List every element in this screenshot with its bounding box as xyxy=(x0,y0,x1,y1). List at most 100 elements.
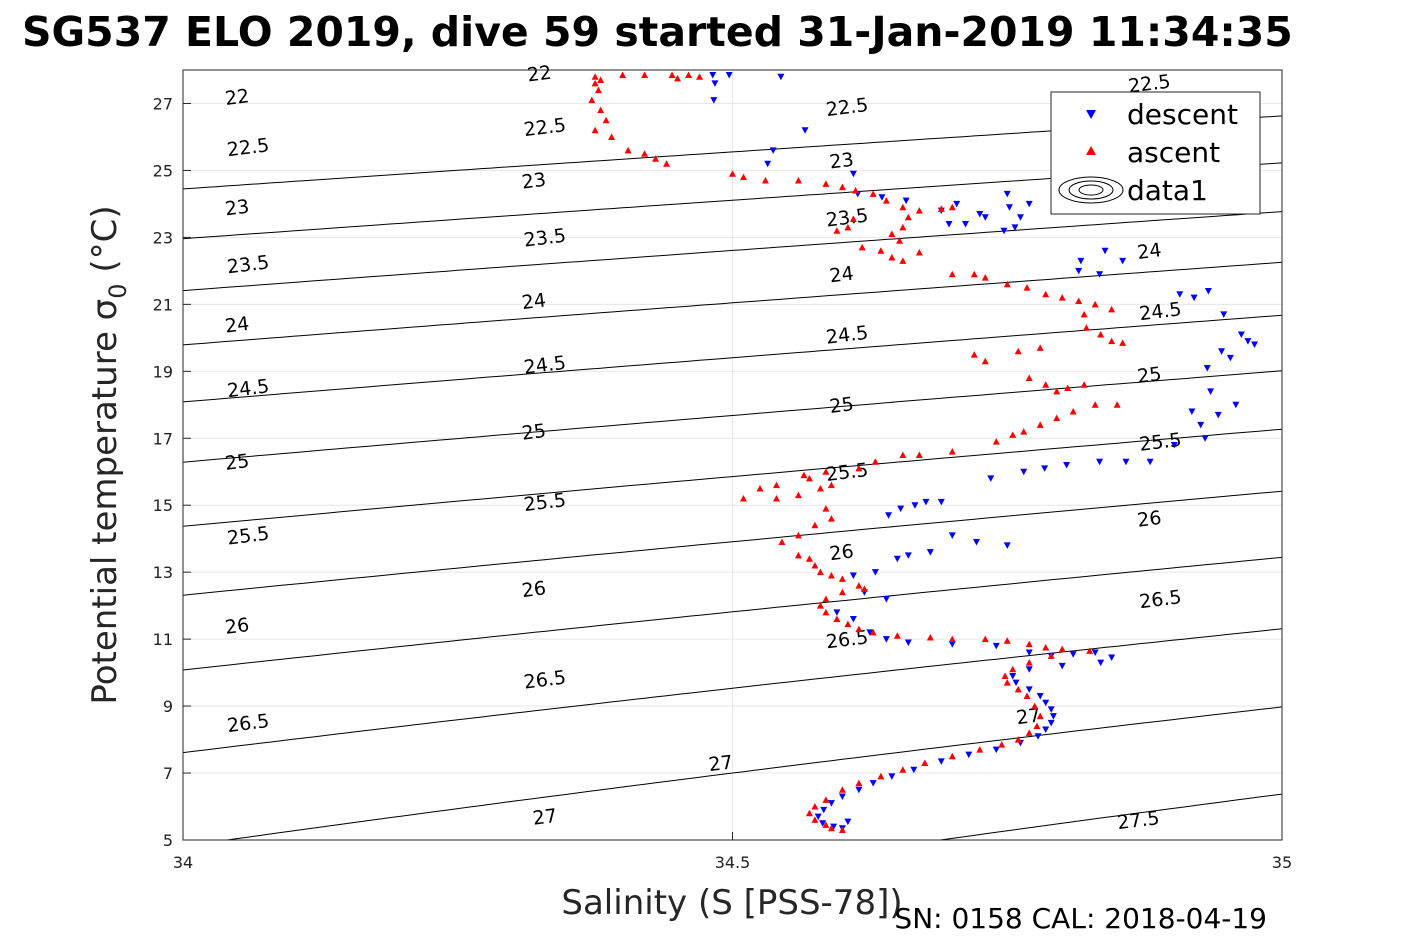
ascent-point xyxy=(899,257,907,264)
ascent-point xyxy=(1009,431,1017,438)
ascent-point xyxy=(855,464,863,472)
ascent-point xyxy=(1064,384,1072,392)
ascent-point xyxy=(591,73,599,80)
ascent-point xyxy=(1014,347,1022,355)
contour-label: 24.5 xyxy=(1138,298,1183,325)
ascent-point xyxy=(761,176,769,184)
ascent-point xyxy=(811,561,819,569)
descent-point xyxy=(827,800,835,807)
descent-point xyxy=(710,97,718,104)
ascent-point xyxy=(1020,428,1028,435)
descent-point xyxy=(926,549,934,556)
ascent-point xyxy=(869,190,877,197)
ascent-point xyxy=(1047,652,1055,659)
ascent-point xyxy=(948,752,956,760)
descent-point xyxy=(1190,294,1198,302)
descent-point xyxy=(819,820,827,827)
ascent-point xyxy=(739,173,747,181)
descent-point xyxy=(945,221,953,228)
contour-label: 24 xyxy=(224,313,251,338)
descent-point xyxy=(777,73,785,81)
ascent-point xyxy=(1023,692,1031,700)
y-tick-label: 5 xyxy=(163,831,173,850)
contour-label: 24.5 xyxy=(825,322,870,349)
ascent-point xyxy=(838,588,846,596)
ascent-point xyxy=(811,803,819,810)
ascent-point xyxy=(822,796,830,803)
ascent-point xyxy=(992,438,1000,445)
ascent-point xyxy=(1086,647,1094,654)
descent-point xyxy=(878,194,886,201)
contour-label: 22.5 xyxy=(825,94,870,121)
descent-point xyxy=(1069,651,1077,658)
ascent-point xyxy=(794,531,802,539)
ascent-point xyxy=(822,180,830,187)
ascent-point xyxy=(998,741,1006,748)
ascent-point xyxy=(844,223,852,231)
ascent-point xyxy=(1113,401,1121,408)
descent-point xyxy=(1251,341,1259,349)
ascent-point xyxy=(816,484,824,492)
contour-label: 24 xyxy=(828,263,855,288)
contour-label: 22 xyxy=(526,62,553,87)
ascent-point xyxy=(896,237,904,244)
ascent-point xyxy=(816,568,824,576)
ascent-point xyxy=(674,74,682,82)
descent-point xyxy=(1237,331,1245,338)
ascent-point xyxy=(869,628,877,636)
ascent-point xyxy=(641,150,649,157)
ascent-point xyxy=(833,227,841,234)
ascent-point xyxy=(1075,297,1083,304)
descent-point xyxy=(1096,271,1104,278)
ascent-point xyxy=(981,357,989,365)
descent-point xyxy=(833,609,841,616)
ascent-point xyxy=(858,243,866,251)
isopycnal-line xyxy=(183,211,1282,292)
descent-point xyxy=(981,214,989,221)
y-axis-label-unit: (°C) xyxy=(85,205,125,283)
contour-label: 25.5 xyxy=(825,459,870,486)
ascent-point xyxy=(772,495,780,502)
contour-label: 25 xyxy=(224,450,251,475)
descent-point xyxy=(1009,672,1017,680)
descent-point xyxy=(1058,662,1066,670)
descent-point xyxy=(1214,411,1222,419)
descent-point xyxy=(1042,726,1050,734)
descent-point xyxy=(1108,654,1116,662)
contour-label: 23 xyxy=(521,169,548,194)
descent-point xyxy=(888,773,896,780)
ascent-point xyxy=(805,555,813,562)
isopycnal-line xyxy=(183,428,1282,527)
contour-label: 26 xyxy=(828,540,855,565)
descent-point xyxy=(1047,706,1055,713)
ascent-point xyxy=(1025,659,1033,666)
y-axis-label: Potential temperature σ0 (°C) xyxy=(85,205,132,704)
ascent-point xyxy=(1069,407,1077,415)
legend-data1-label: data1 xyxy=(1127,174,1208,207)
legend-ascent-label: ascent xyxy=(1127,136,1220,169)
ascent-point xyxy=(1058,645,1066,653)
ascent-point xyxy=(1042,644,1050,651)
contour-label: 23.5 xyxy=(523,225,568,252)
ascent-point xyxy=(1053,414,1061,422)
ascent-point xyxy=(778,538,786,546)
legend-data1-contour-icon xyxy=(1058,176,1124,204)
ascent-point xyxy=(1108,305,1116,313)
y-tick-label: 7 xyxy=(163,764,173,783)
descent-point xyxy=(1011,224,1019,231)
descent-point xyxy=(1146,458,1154,466)
descent-point xyxy=(1036,693,1044,700)
ascent-point xyxy=(899,223,907,231)
descent-point xyxy=(1176,291,1184,298)
descent-point xyxy=(849,572,857,580)
ascent-point xyxy=(827,824,835,832)
legend: descent ascent data1 xyxy=(1050,91,1261,215)
ascent-point xyxy=(970,270,978,278)
descent-point xyxy=(987,475,995,482)
descent-point xyxy=(830,823,838,831)
descent-point xyxy=(711,80,719,87)
descent-point xyxy=(910,766,918,774)
ascent-point xyxy=(948,635,956,643)
ascent-point xyxy=(794,551,802,559)
